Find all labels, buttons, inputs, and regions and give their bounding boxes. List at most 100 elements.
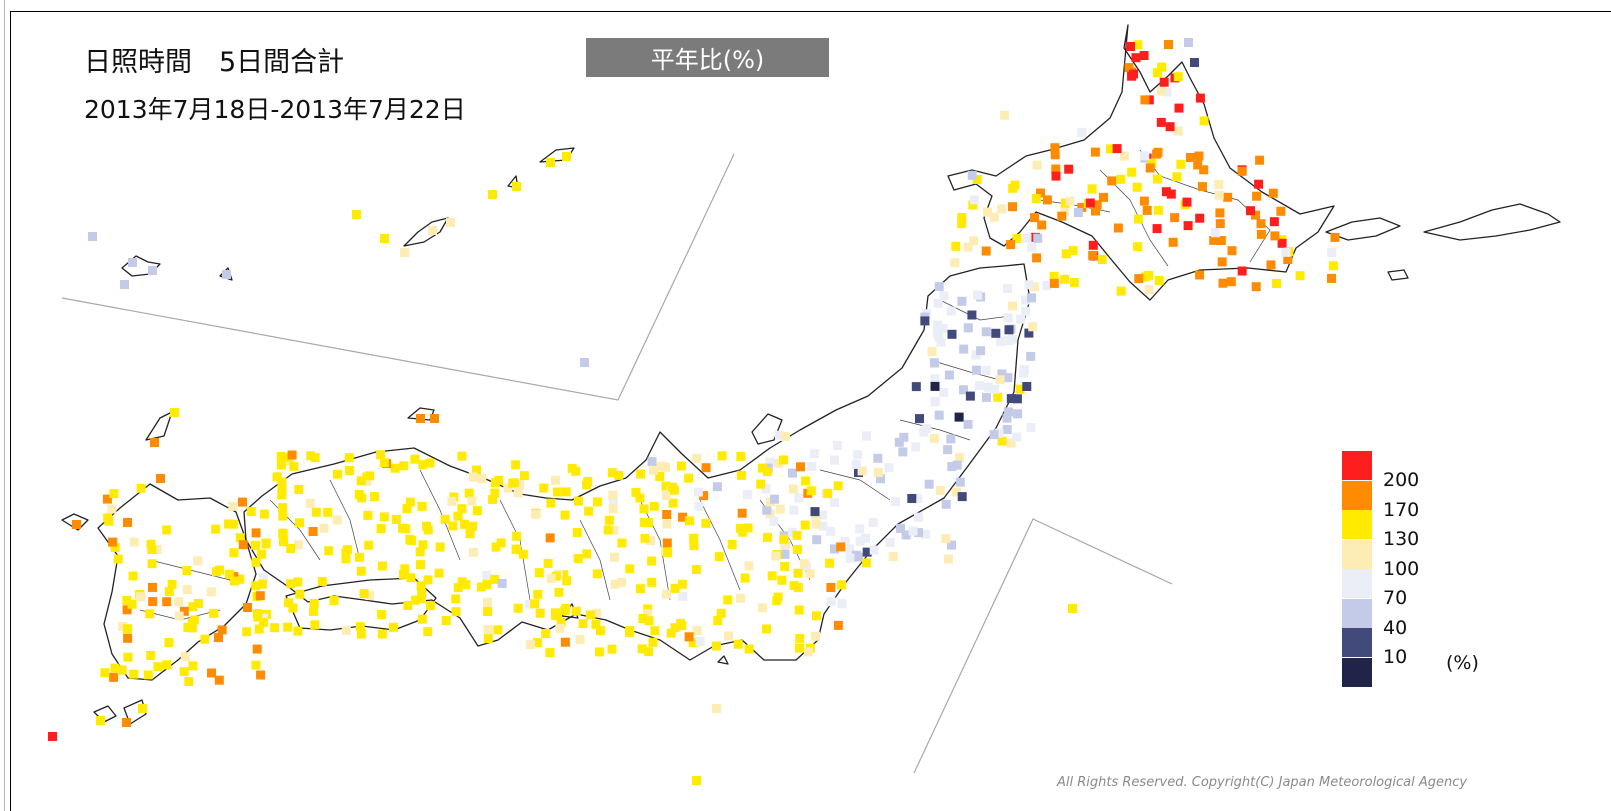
station-marker bbox=[1161, 187, 1171, 197]
station-marker bbox=[446, 218, 455, 227]
station-marker bbox=[534, 568, 544, 578]
station-marker bbox=[805, 569, 815, 579]
station-marker bbox=[646, 536, 655, 546]
station-marker bbox=[122, 595, 132, 605]
station-marker bbox=[543, 558, 553, 568]
station-marker bbox=[217, 625, 227, 635]
station-marker bbox=[812, 535, 822, 545]
station-marker bbox=[1195, 213, 1205, 223]
station-marker bbox=[138, 704, 147, 713]
station-marker bbox=[341, 625, 351, 635]
station-marker bbox=[311, 507, 321, 517]
station-marker bbox=[551, 571, 561, 581]
station-marker bbox=[1068, 604, 1077, 613]
station-marker bbox=[1099, 192, 1108, 202]
station-marker bbox=[780, 549, 790, 559]
station-marker bbox=[150, 438, 159, 447]
station-marker bbox=[511, 544, 521, 554]
station-marker bbox=[376, 450, 386, 460]
station-marker bbox=[193, 556, 203, 566]
station-marker bbox=[259, 573, 268, 583]
station-marker bbox=[309, 606, 319, 616]
station-marker bbox=[959, 385, 968, 395]
station-marker bbox=[995, 375, 1005, 385]
station-marker bbox=[1199, 116, 1209, 126]
station-marker bbox=[770, 494, 779, 504]
station-marker bbox=[803, 647, 813, 657]
station-marker bbox=[1193, 160, 1203, 170]
station-marker bbox=[939, 387, 949, 397]
station-marker bbox=[793, 568, 803, 578]
station-marker bbox=[1328, 261, 1338, 271]
station-marker bbox=[453, 583, 463, 593]
station-marker bbox=[1183, 221, 1193, 231]
station-marker bbox=[901, 530, 911, 540]
station-marker bbox=[1027, 242, 1037, 252]
station-marker bbox=[607, 468, 617, 478]
station-marker bbox=[539, 483, 549, 493]
station-marker bbox=[546, 158, 555, 167]
legend-unit: (%) bbox=[1446, 652, 1479, 674]
station-marker bbox=[891, 497, 901, 507]
station-marker bbox=[1223, 192, 1233, 202]
station-marker bbox=[242, 627, 252, 637]
station-marker bbox=[100, 668, 110, 678]
station-marker bbox=[736, 470, 746, 480]
station-marker bbox=[180, 652, 190, 662]
station-marker bbox=[567, 463, 577, 473]
station-marker bbox=[129, 669, 139, 679]
station-marker bbox=[286, 579, 296, 589]
station-marker bbox=[1006, 394, 1016, 404]
station-marker bbox=[1140, 95, 1150, 105]
station-marker bbox=[701, 518, 711, 528]
station-marker bbox=[1006, 240, 1016, 250]
station-marker bbox=[744, 561, 754, 571]
station-marker bbox=[661, 481, 671, 491]
station-marker bbox=[655, 471, 665, 481]
station-marker bbox=[391, 514, 401, 524]
station-marker bbox=[573, 496, 583, 506]
station-marker bbox=[1270, 231, 1280, 241]
station-marker bbox=[1022, 233, 1032, 243]
station-marker bbox=[996, 337, 1006, 347]
station-marker bbox=[967, 170, 977, 180]
station-marker bbox=[235, 533, 245, 543]
station-marker bbox=[762, 505, 772, 515]
station-marker bbox=[363, 510, 373, 520]
station-marker bbox=[957, 219, 967, 229]
station-marker bbox=[1254, 179, 1264, 189]
amami-outline bbox=[539, 147, 575, 163]
station-marker bbox=[1051, 164, 1061, 174]
station-marker bbox=[1015, 384, 1025, 394]
station-marker bbox=[1012, 233, 1022, 243]
station-marker bbox=[1269, 217, 1279, 227]
station-marker bbox=[635, 584, 645, 594]
station-marker bbox=[207, 668, 216, 678]
station-marker bbox=[294, 485, 304, 494]
station-marker bbox=[377, 561, 387, 571]
station-marker bbox=[608, 490, 618, 500]
station-marker bbox=[667, 482, 677, 492]
station-marker bbox=[1246, 206, 1255, 216]
station-marker bbox=[1214, 180, 1224, 189]
station-marker bbox=[1295, 271, 1305, 281]
station-marker bbox=[211, 524, 221, 534]
station-marker bbox=[1036, 188, 1045, 198]
station-marker bbox=[636, 469, 646, 479]
station-marker bbox=[482, 598, 492, 607]
station-marker bbox=[147, 545, 157, 554]
station-marker bbox=[1060, 274, 1070, 284]
station-marker bbox=[818, 510, 827, 520]
station-marker bbox=[936, 337, 946, 347]
station-marker bbox=[1159, 77, 1169, 87]
station-marker bbox=[935, 485, 945, 495]
station-marker bbox=[699, 491, 709, 501]
station-marker bbox=[1255, 155, 1265, 165]
station-marker bbox=[997, 204, 1007, 214]
station-marker bbox=[1152, 224, 1162, 234]
station-marker bbox=[1276, 206, 1286, 216]
station-marker bbox=[428, 226, 437, 235]
station-marker bbox=[110, 542, 120, 552]
station-marker bbox=[963, 242, 973, 252]
station-marker bbox=[1144, 285, 1154, 295]
